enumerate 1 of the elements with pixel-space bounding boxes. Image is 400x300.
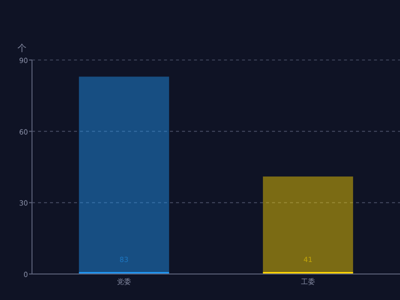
y-axis-title: 个: [18, 43, 26, 54]
